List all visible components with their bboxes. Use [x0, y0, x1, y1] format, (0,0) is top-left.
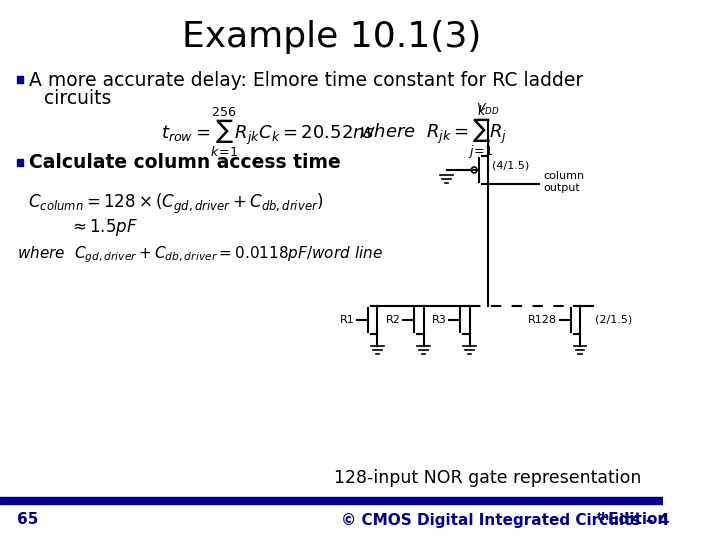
- Text: $V_{DD}$: $V_{DD}$: [476, 102, 500, 117]
- Text: R3: R3: [432, 315, 446, 325]
- Text: column: column: [543, 171, 585, 181]
- Bar: [17, 76, 23, 83]
- Text: Edition: Edition: [603, 512, 668, 528]
- Text: (2/1.5): (2/1.5): [595, 315, 632, 325]
- Text: (4/1.5): (4/1.5): [492, 161, 529, 171]
- Text: Calculate column access time: Calculate column access time: [30, 152, 341, 172]
- Text: $\approx 1.5pF$: $\approx 1.5pF$: [69, 217, 138, 238]
- Text: R1: R1: [340, 315, 354, 325]
- Text: $where\ \ C_{gd,driver}+C_{db,driver}=0.0118pF/word\ line$: $where\ \ C_{gd,driver}+C_{db,driver}=0.…: [17, 245, 382, 265]
- Text: 128-input NOR gate representation: 128-input NOR gate representation: [334, 469, 642, 487]
- Text: $where\ \ R_{jk}=\!\sum_{j\!=\!1}^{k}\!R_j$: $where\ \ R_{jk}=\!\sum_{j\!=\!1}^{k}\!R…: [359, 103, 508, 161]
- Text: 65: 65: [17, 512, 38, 528]
- Bar: [0, 497, 663, 504]
- Bar: [17, 159, 23, 166]
- Text: R2: R2: [386, 315, 400, 325]
- Text: output: output: [543, 183, 580, 193]
- Text: R128: R128: [528, 315, 557, 325]
- Text: $t_{row}=\!\sum_{k\!=\!1}^{256}\!R_{jk}C_k=20.52ns$: $t_{row}=\!\sum_{k\!=\!1}^{256}\!R_{jk}C…: [161, 105, 375, 159]
- Text: © CMOS Digital Integrated Circuits – 4: © CMOS Digital Integrated Circuits – 4: [341, 512, 669, 528]
- Text: $C_{column}=128\times(C_{gd,driver}+C_{db,driver})$: $C_{column}=128\times(C_{gd,driver}+C_{d…: [27, 192, 323, 216]
- Text: A more accurate delay: Elmore time constant for RC ladder: A more accurate delay: Elmore time const…: [30, 71, 584, 90]
- Text: th: th: [597, 512, 610, 522]
- Text: circuits: circuits: [44, 90, 112, 109]
- Text: Example 10.1(3): Example 10.1(3): [181, 20, 481, 54]
